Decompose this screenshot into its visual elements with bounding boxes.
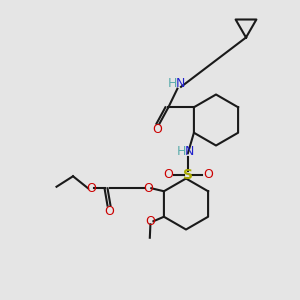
Text: O: O (86, 182, 96, 195)
Text: O: O (152, 123, 162, 136)
Text: O: O (203, 168, 213, 181)
Text: N: N (185, 146, 194, 158)
Text: H: H (177, 146, 186, 158)
Text: O: O (146, 215, 155, 228)
Text: H: H (168, 77, 178, 90)
Text: O: O (143, 182, 153, 195)
Text: N: N (176, 77, 185, 90)
Text: O: O (104, 205, 114, 218)
Text: S: S (183, 168, 193, 182)
Text: O: O (163, 168, 173, 181)
